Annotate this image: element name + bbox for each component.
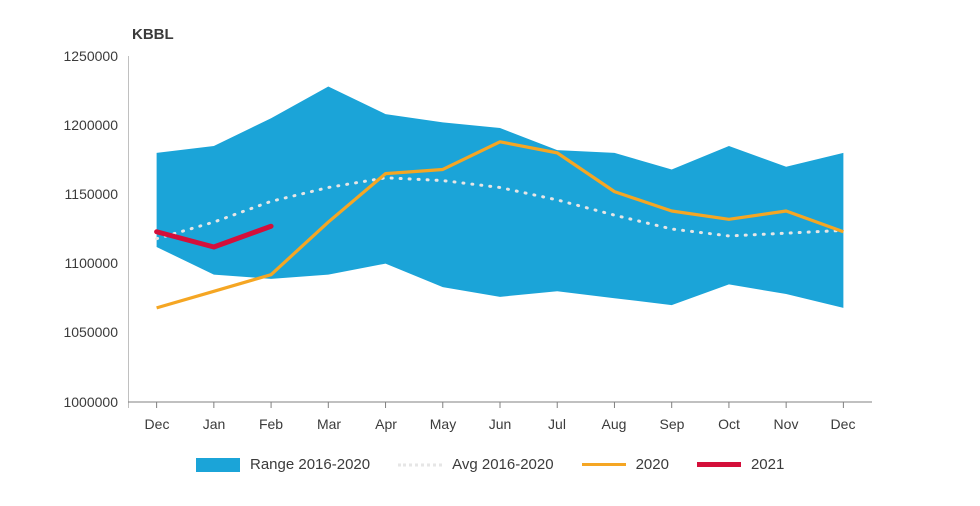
- x-tick-label: Dec: [831, 416, 856, 432]
- legend-swatch-range: [196, 458, 240, 472]
- x-tick-label: Jun: [489, 416, 512, 432]
- legend-swatch-avg: [398, 463, 442, 467]
- plot-svg: [128, 56, 872, 416]
- x-tick-label: Jul: [548, 416, 566, 432]
- legend-label: Range 2016-2020: [250, 456, 370, 473]
- x-tick-label: Oct: [718, 416, 740, 432]
- y-tick-label: 1200000: [28, 117, 118, 133]
- x-tick-label: Sep: [660, 416, 685, 432]
- x-tick-label: Nov: [774, 416, 799, 432]
- legend-label: 2020: [636, 456, 669, 473]
- legend-label: 2021: [751, 456, 784, 473]
- x-tick-label: May: [430, 416, 456, 432]
- legend-item-2021: 2021: [697, 456, 784, 473]
- chart-container: KBBL 1250000 1200000 1150000 1100000 105…: [0, 0, 980, 506]
- y-tick-label: 1000000: [28, 394, 118, 410]
- x-tick-label: Mar: [317, 416, 341, 432]
- legend-item-avg: Avg 2016-2020: [398, 456, 553, 473]
- legend-swatch-2021: [697, 462, 741, 467]
- x-tick-label: Dec: [145, 416, 170, 432]
- y-tick-label: 1050000: [28, 324, 118, 340]
- y-tick-label: 1100000: [28, 255, 118, 271]
- x-tick-label: Apr: [375, 416, 397, 432]
- legend-label: Avg 2016-2020: [452, 456, 553, 473]
- range-area: [157, 86, 844, 307]
- x-tick-label: Feb: [259, 416, 283, 432]
- legend-item-2020: 2020: [582, 456, 669, 473]
- legend-swatch-2020: [582, 463, 626, 466]
- legend-item-range: Range 2016-2020: [196, 456, 370, 473]
- x-tick-label: Aug: [602, 416, 627, 432]
- legend: Range 2016-2020 Avg 2016-2020 2020 2021: [196, 456, 784, 473]
- y-axis-title: KBBL: [132, 26, 174, 43]
- x-tick-label: Jan: [203, 416, 226, 432]
- y-tick-label: 1150000: [28, 186, 118, 202]
- y-tick-label: 1250000: [28, 48, 118, 64]
